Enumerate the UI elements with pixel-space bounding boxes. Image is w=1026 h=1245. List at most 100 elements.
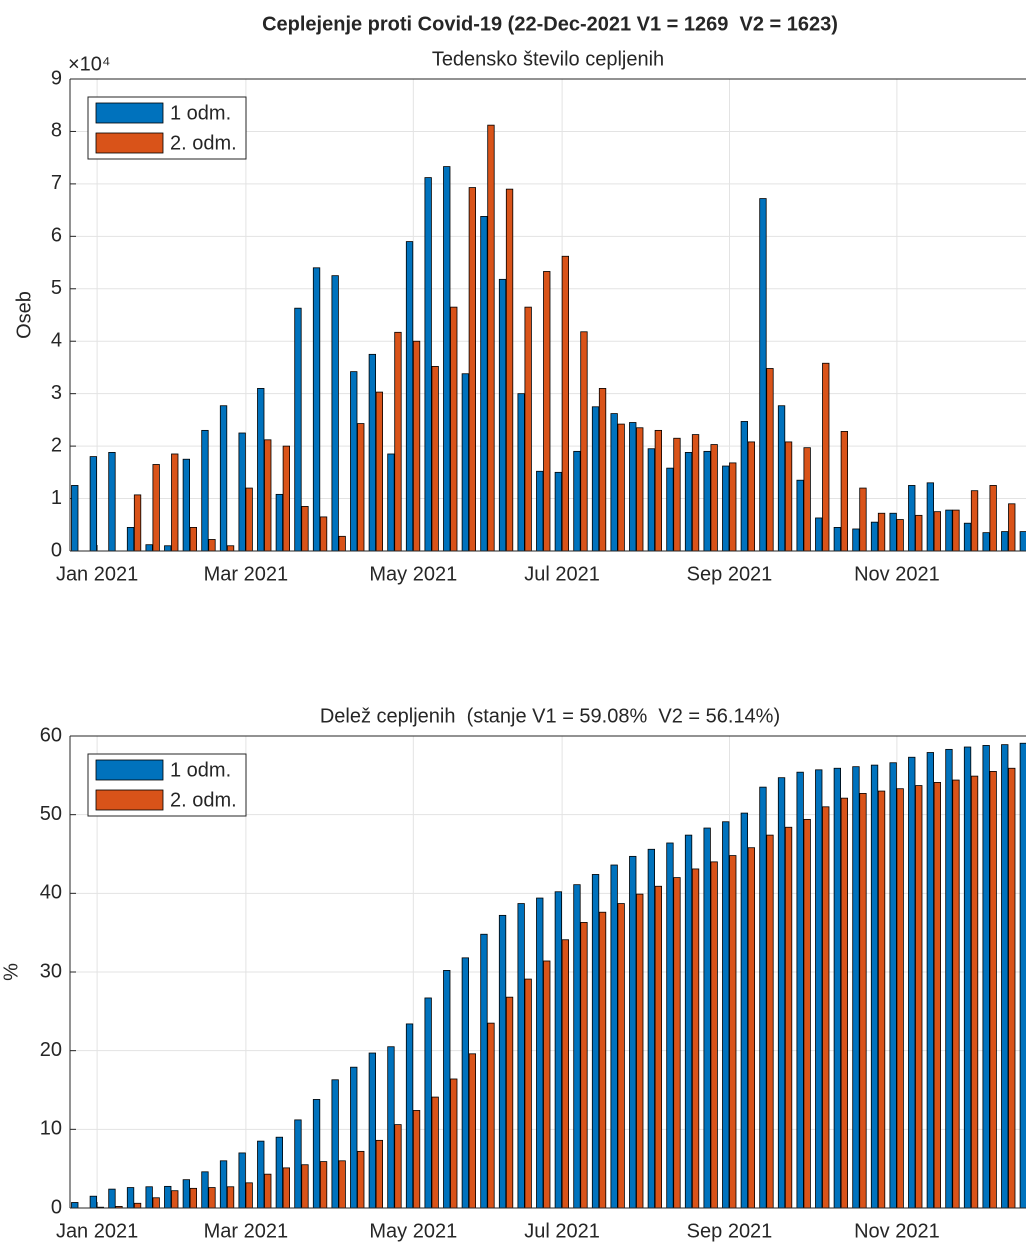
bar (394, 1124, 402, 1209)
bar (350, 371, 358, 552)
bar (636, 427, 644, 552)
x-tick-label: Nov 2021 (854, 563, 940, 585)
bar (412, 1110, 421, 1209)
y-axis-label: % (0, 963, 22, 981)
bar (357, 1150, 365, 1209)
bar (777, 777, 786, 1209)
bar (908, 485, 916, 552)
bar (766, 834, 774, 1209)
bar (443, 166, 451, 552)
bar (71, 485, 79, 552)
bar (870, 521, 879, 552)
bar (480, 216, 488, 552)
x-tick-label: May 2021 (369, 563, 457, 585)
bar (219, 405, 228, 552)
bar (201, 429, 209, 552)
bar (405, 241, 414, 552)
bar (591, 406, 600, 552)
bar (963, 522, 972, 552)
bar (424, 997, 432, 1209)
bar (666, 842, 674, 1209)
y-tick-label: 4 (51, 330, 62, 352)
bar (331, 1079, 339, 1209)
bar (945, 509, 953, 552)
bar (71, 1202, 79, 1209)
bar (245, 1182, 253, 1209)
bar (1001, 744, 1009, 1209)
bar (145, 1186, 153, 1209)
bar (543, 271, 551, 552)
bar (461, 957, 470, 1209)
bar (822, 806, 830, 1209)
bar (554, 471, 562, 552)
bar (952, 779, 960, 1209)
bar (580, 922, 588, 1209)
bar (189, 527, 198, 552)
bar (989, 485, 997, 552)
y-tick-label: 30 (40, 960, 62, 982)
bar (815, 517, 823, 552)
bar (208, 539, 216, 552)
legend-swatch (95, 132, 164, 154)
bar (219, 1160, 228, 1209)
bar (1008, 503, 1016, 552)
bar (275, 1136, 284, 1209)
bar (498, 914, 507, 1209)
bar (375, 1139, 384, 1209)
bar (852, 766, 860, 1209)
y-exponent: ×10⁴ (68, 53, 111, 75)
y-tick-label: 0 (51, 1196, 62, 1218)
bar (208, 1187, 216, 1209)
chart-title: Ceplejenje proti Covid-19 (22-Dec-2021 V… (262, 13, 838, 35)
bar (201, 1171, 209, 1209)
y-tick-label: 1 (51, 487, 62, 509)
bar (710, 861, 718, 1209)
bar (164, 1185, 172, 1209)
bar (524, 306, 532, 552)
x-tick-label: Sep 2021 (687, 1220, 773, 1242)
bar (89, 1195, 97, 1209)
bar (796, 771, 804, 1209)
bar (375, 391, 384, 552)
x-tick-label: May 2021 (369, 1220, 457, 1242)
bar (182, 458, 191, 552)
bar (740, 421, 748, 552)
y-tick-label: 5 (51, 277, 62, 299)
bar (822, 362, 830, 552)
bar (171, 1190, 179, 1209)
bar (933, 511, 941, 552)
x-tick-label: Jul 2021 (524, 1220, 600, 1242)
bar (840, 431, 848, 552)
legend-label: 2. odm. (170, 789, 237, 811)
bar (784, 826, 793, 1209)
bar (238, 1152, 246, 1209)
bar (257, 1140, 265, 1209)
bar (294, 1119, 302, 1209)
bar (852, 528, 860, 552)
bar (796, 479, 804, 552)
bar (282, 445, 291, 552)
bar (1001, 531, 1009, 552)
bar (461, 373, 470, 552)
bar (554, 891, 562, 1209)
bar (803, 447, 811, 552)
bar (257, 388, 265, 552)
bar (133, 1202, 142, 1209)
bar (703, 450, 711, 552)
x-tick-label: Mar 2021 (204, 563, 289, 585)
bar (152, 1197, 160, 1209)
bar (877, 790, 886, 1209)
bar (189, 1187, 198, 1209)
bar (777, 405, 786, 552)
bar (264, 439, 272, 552)
bar (573, 450, 581, 552)
bar (654, 885, 662, 1209)
bar (238, 432, 246, 552)
bar (480, 933, 488, 1209)
bar (610, 864, 618, 1209)
bar (152, 464, 160, 552)
bar (933, 782, 941, 1209)
x-tick-label: Nov 2021 (854, 1220, 940, 1242)
y-tick-label: 20 (40, 1039, 62, 1061)
